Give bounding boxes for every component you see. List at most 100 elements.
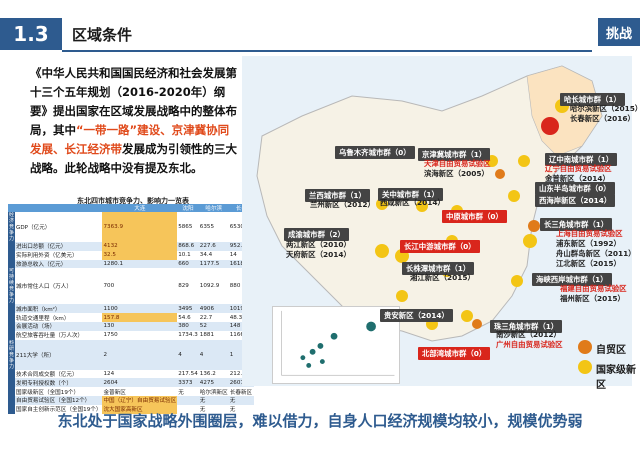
map-cluster-label: 哈长城市群（1） (560, 93, 625, 106)
conclusion-text: 东北处于国家战略外围圈层，难以借力，自身人口经济规模均较小，规模优势弱 (57, 412, 583, 430)
table-group-cell: 可持续竞争力 (8, 268, 16, 305)
map-cluster-detail: 两江新区（2010） 天府新区（2014） (286, 240, 351, 259)
table-cell: 660 (177, 259, 199, 269)
table-body: 经济竞争力 GDP（亿元） 7363.9 5865 6355 6530 进出口总额（亿元） 4… (8, 212, 254, 414)
map-cluster-label: 西海岸新区（2014） (535, 194, 616, 207)
table-group-cell (8, 242, 16, 251)
table-cell: 7363.9 (102, 212, 178, 242)
table-cell: 2607 (228, 378, 254, 388)
table-cell: 22.7 (199, 314, 213, 321)
table-cell: 380 (177, 321, 199, 331)
table-row: 旅游总收入（亿元） 1280.1 660 1177.5 1618.3 (8, 259, 254, 269)
guangzhou-dot (461, 310, 473, 322)
table-row: 科研竞争力 211大学（所） 2 4 4 1 (8, 339, 254, 370)
table-cell: 5865 (178, 224, 193, 230)
table-row: 进出口总额（亿元） 4132 868.6 227.6 952.5 (8, 242, 254, 251)
bubble (309, 348, 316, 355)
table-row: 会展活动（场） 130 380 52 148 (8, 321, 254, 331)
table-header: 长春 (228, 204, 254, 212)
table-cell (177, 395, 199, 405)
intro-part1: 《中华人民共和国国民经济和社会发展第十三个五年规划（2016-2020年）纲要》… (30, 66, 237, 137)
table-cell: 6355 (199, 224, 215, 230)
map-cluster-label: 海峡西岸城市群（1） (532, 273, 612, 286)
section-title: 区域条件 (72, 26, 133, 44)
table-title: 东北四市城市竞争力、影响力一览表 (77, 197, 189, 205)
table-cell: 227.6 (198, 242, 229, 251)
table-group-cell: 经济竞争力 (8, 212, 16, 242)
map-cluster-label: 兰西城市群（1） (305, 189, 370, 202)
table-cell: 4 (177, 339, 199, 370)
map-cluster-label: 珠三角城市群（1） (490, 320, 563, 333)
table-group-cell: 科研竞争力 (8, 339, 16, 370)
bubble (300, 355, 306, 361)
table-cell: 沈大国家高新区 (102, 404, 178, 414)
mini-scatter-chart (272, 306, 400, 384)
map-cluster-label: 成渝城市群（2） (284, 228, 349, 241)
table-cell: 136.2 (199, 370, 216, 377)
table-row-label: 技术合同成交额（亿元） (16, 371, 78, 378)
table-cell: 1618.3 (228, 259, 254, 269)
ftz-legend-label: 自贸区 (596, 345, 626, 356)
table-group-cell (8, 404, 16, 414)
table-cell: 868.6 (177, 242, 199, 251)
table-cell: 哈尔滨新区 (199, 389, 228, 396)
map-cluster-detail: 哈尔滨新区（2015） 长春新区（2016） (570, 104, 640, 123)
table-row: 发明专利授权数（个） 2604 3373 4275 2607 (8, 378, 254, 388)
shanghai-dot (523, 234, 537, 248)
map-cluster-detail: 西咸新区（2014） (380, 198, 445, 207)
table-row-label: 国家自主创新示范区（全国19个） (16, 407, 102, 414)
table-row-label: 会展活动（场） (15, 321, 103, 331)
table-cell: 无 (198, 395, 229, 405)
map-cluster-detail: 南沙新区（2012） 广州自由贸易试验区 (496, 330, 563, 349)
new-area-legend-label: 国家级新区 (596, 365, 636, 391)
table-row: 技术合同成交额（亿元） 124 217.54 136.2 212.8 (8, 369, 254, 379)
table-cell: 金普新区 (103, 389, 126, 396)
table-row-label: 航空旅客吞吐量（万人次） (16, 333, 84, 340)
table-row-label: GDP（亿元） (16, 225, 51, 231)
table-cell: 54.6 (178, 314, 191, 321)
map-cluster-detail: 湘江新区（2015） (410, 273, 475, 282)
table-cell: 2 (102, 339, 178, 370)
map-cluster-detail: 兰州新区（2012） (310, 200, 375, 209)
table-cell: 6530 (229, 224, 244, 230)
bubble (306, 363, 312, 368)
table-row: 国家自主创新示范区（全国19个） 沈大国家高新区 无 无 (8, 404, 254, 414)
dalian-dot (518, 155, 530, 167)
bubble (319, 359, 325, 364)
map-cluster-label: 贵安新区（2014） (380, 309, 453, 322)
table-row-label: 城市面积（km²） (15, 304, 103, 314)
table-row-label: 211大学（所） (15, 339, 103, 370)
table-group-cell (8, 369, 16, 379)
table-row: 城市面积（km²） 1100 3495 4906 10198 (8, 304, 254, 314)
table-cell: 1166.27 (229, 332, 253, 339)
table-cell: 无 (199, 407, 206, 414)
table-group-cell (8, 250, 16, 260)
map-cluster-label: 乌鲁木齐城市群（0） (335, 146, 415, 159)
competitiveness-table: 大连 沈阳 哈尔滨 长春 经济竞争力 GDP（亿元） 7363.9 5865 6355 6… (8, 204, 254, 414)
header-rule (62, 50, 592, 52)
table-cell: 1280.1 (102, 259, 178, 269)
table-group-cell (8, 378, 16, 388)
challenge-tag: 挑战 (598, 18, 640, 46)
map-cluster-label: 长三角城市群（1） (540, 218, 613, 231)
table-cell: 1734.3 (178, 332, 198, 339)
map-cluster-detail: 辽宁自由贸易试验区 金普新区（2014） (545, 164, 612, 183)
table-cell: 4132 (102, 242, 178, 251)
intro-paragraph: 《中华人民共和国国民经济和社会发展第十三个五年规划（2016-2020年）纲要》… (30, 64, 240, 178)
bubble (330, 332, 338, 340)
table-cell: 1177.5 (198, 259, 229, 269)
table-cell: 829 (178, 283, 189, 290)
table-row-label: 旅游总收入（亿元） (15, 259, 103, 269)
table-cell: 长春新区 (229, 389, 253, 396)
table-row-label: 进出口总额（亿元） (15, 242, 103, 251)
table-cell: 700 (103, 283, 115, 290)
table-group-cell (8, 313, 16, 322)
table-header: 哈尔滨 (198, 204, 229, 212)
table-cell: 952.5 (228, 242, 254, 251)
map-cluster-label: 北部湾城市群（0） (418, 347, 491, 360)
table-cell: 无 (228, 395, 254, 405)
table-group-cell (8, 395, 16, 405)
table-cell: 880 (229, 283, 241, 290)
table-cell: 中国（辽宁）自由贸易试验区 (102, 395, 178, 405)
ftz-legend-dot (578, 340, 592, 354)
